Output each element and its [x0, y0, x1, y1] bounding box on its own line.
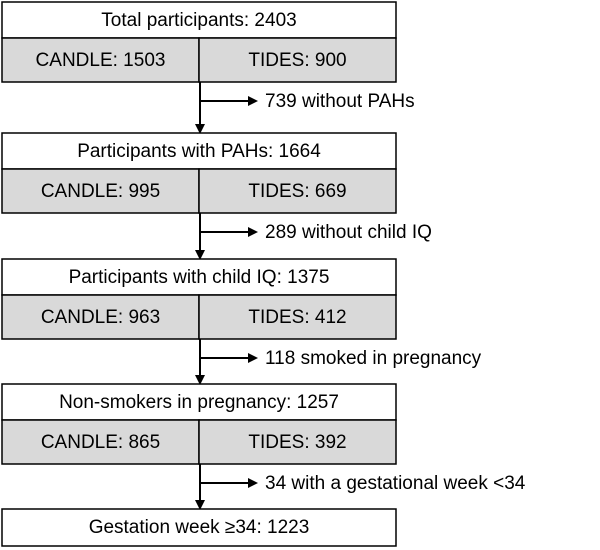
- stage-title: Participants with PAHs: 1664: [77, 141, 321, 162]
- stage-title: Total participants: 2403: [101, 10, 296, 31]
- exclusion-label: 739 without PAHs: [265, 91, 415, 112]
- cohort-box: [198, 419, 397, 465]
- cohort-label: TIDES: 900: [248, 50, 346, 71]
- stage-box: [1, 383, 397, 421]
- final-label: Gestation week ≥34: 1223: [89, 517, 310, 538]
- cohort-label: CANDLE: 995: [41, 181, 160, 202]
- stage-box: [1, 132, 397, 170]
- cohort-box: [198, 294, 397, 340]
- exclusion-label: 289 without child IQ: [265, 222, 432, 243]
- stage-title: Non-smokers in pregnancy: 1257: [59, 392, 339, 413]
- cohort-label: CANDLE: 865: [41, 432, 160, 453]
- cohort-label: TIDES: 412: [248, 307, 346, 328]
- exclusion-label: 34 with a gestational week <34: [265, 473, 526, 494]
- stage-title: Participants with child IQ: 1375: [69, 267, 330, 288]
- cohort-box: [198, 168, 397, 214]
- final-box: [1, 508, 397, 547]
- cohort-box: [1, 37, 200, 83]
- cohort-box: [1, 419, 200, 465]
- cohort-label: TIDES: 669: [248, 181, 346, 202]
- cohort-label: CANDLE: 1503: [36, 50, 166, 71]
- cohort-label: CANDLE: 963: [41, 307, 160, 328]
- stage-box: [1, 258, 397, 296]
- cohort-label: TIDES: 392: [248, 432, 346, 453]
- exclusion-label: 118 smoked in pregnancy: [265, 348, 482, 369]
- stage-box: [1, 1, 397, 39]
- cohort-box: [198, 37, 397, 83]
